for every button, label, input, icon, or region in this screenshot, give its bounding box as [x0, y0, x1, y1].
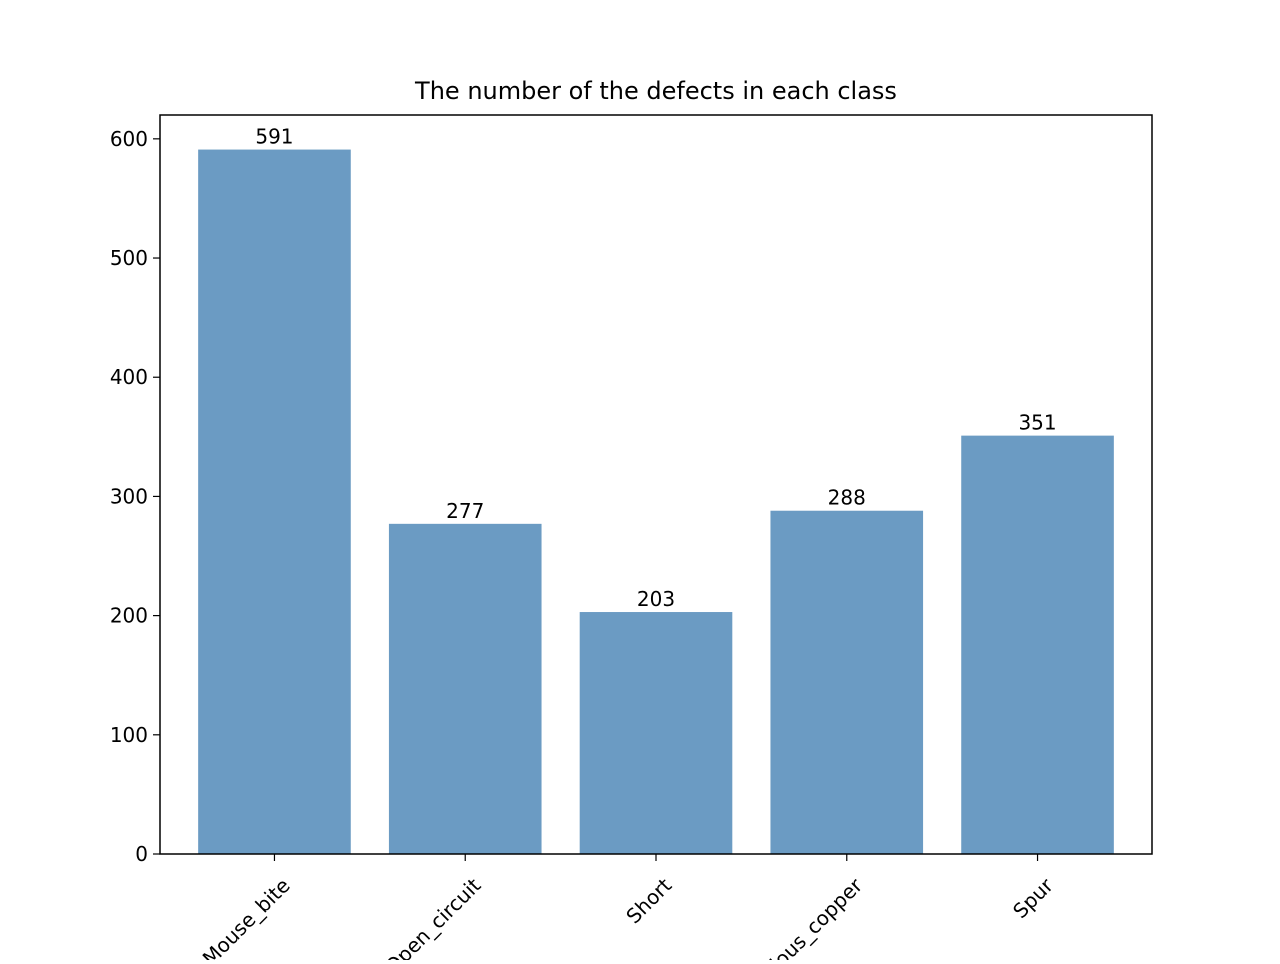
plot-frame — [159, 114, 1153, 855]
x-tick-label-mouse_bite: Mouse_bite — [198, 873, 295, 960]
y-tick-label: 0 — [135, 842, 148, 866]
data-labels-layer: 591 277 203 288 351 — [255, 125, 1056, 611]
bars-layer — [198, 149, 1114, 854]
data-label-spurious_copper: 288 — [828, 486, 866, 510]
y-tick-label: 100 — [110, 723, 148, 747]
x-tick-label-spurious_copper: Spurious_copper — [732, 873, 867, 960]
bar-open_circuit — [388, 523, 542, 854]
bar-mouse_bite — [198, 149, 351, 854]
data-label-short: 203 — [637, 587, 675, 611]
y-tick-label: 300 — [110, 484, 148, 508]
x-tick-label-open_circuit: Open_circuit — [380, 873, 485, 960]
data-label-spur: 351 — [1018, 411, 1056, 435]
x-tick-label-short: Short — [621, 873, 676, 928]
data-label-open_circuit: 277 — [446, 499, 484, 523]
x-tick-label-spur: Spur — [1008, 873, 1058, 923]
bar-spur — [961, 435, 1114, 854]
bar-short — [579, 612, 733, 854]
chart-title: The number of the defects in each class — [414, 77, 897, 105]
bar-spurious_copper — [770, 510, 924, 854]
y-tick-label: 400 — [110, 365, 148, 389]
y-tick-label: 200 — [110, 604, 148, 628]
y-tick-label: 600 — [110, 127, 148, 151]
data-label-mouse_bite: 591 — [255, 125, 293, 149]
y-tick-label: 500 — [110, 246, 148, 270]
